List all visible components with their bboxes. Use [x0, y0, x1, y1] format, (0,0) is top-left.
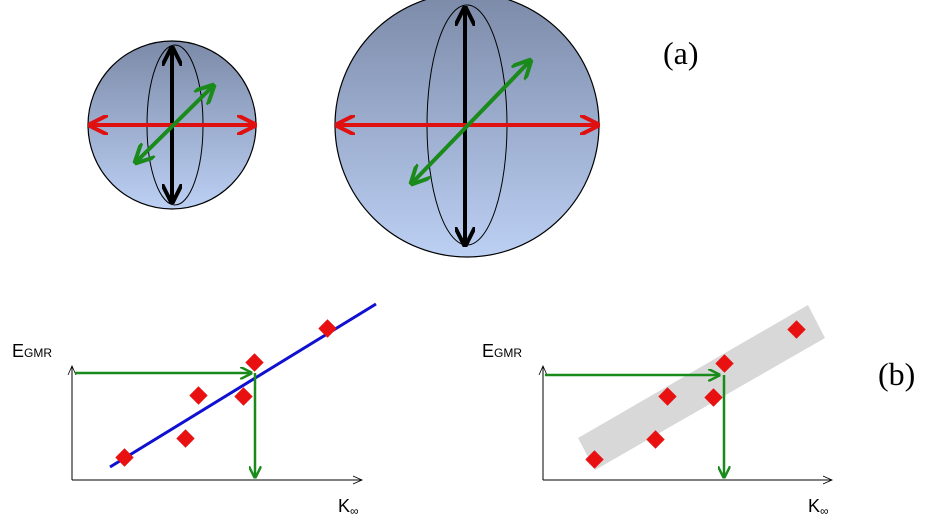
figure: (a) (b) EGMR K∞ — [0, 0, 927, 522]
panel-label: (a) — [663, 35, 699, 71]
plot-left: EGMR K∞ — [12, 304, 376, 518]
small-sphere — [88, 41, 256, 209]
y-axis-label: EGMR — [482, 341, 522, 361]
plot-right: EGMR K∞ — [482, 305, 832, 518]
large-sphere — [335, 0, 599, 257]
y-axis-label: EGMR — [12, 341, 52, 361]
x-axis-label: K∞ — [338, 496, 359, 518]
panel-label: (b) — [878, 356, 915, 392]
x-axis-label: K∞ — [808, 496, 829, 518]
